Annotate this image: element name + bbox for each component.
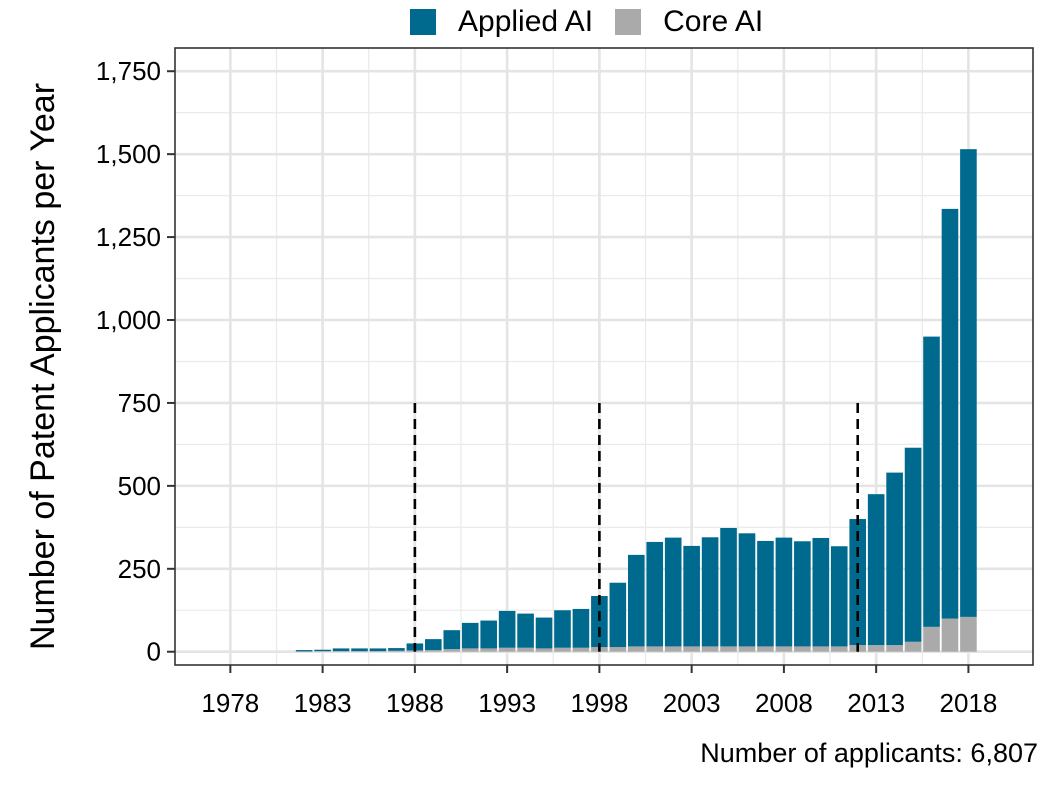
bar-core-ai-1994 — [517, 647, 534, 652]
bar-core-ai-2013 — [867, 645, 885, 652]
bar-core-ai-1989 — [425, 650, 442, 652]
bar-applied-ai-2015 — [904, 447, 922, 642]
legend-item-core-ai: Core AI — [615, 5, 763, 39]
x-tick-label: 1978 — [201, 688, 259, 718]
bar-applied-ai-2002 — [664, 537, 682, 647]
bar-core-ai-1984 — [332, 651, 350, 652]
bar-core-ai-2001 — [646, 646, 664, 652]
bar-core-ai-2010 — [812, 646, 830, 652]
x-tick-label: 1983 — [294, 688, 352, 718]
bar-applied-ai-2003 — [683, 545, 700, 647]
bar-applied-ai-1989 — [425, 639, 442, 651]
legend-item-applied-ai: Applied AI — [410, 5, 593, 39]
bar-applied-ai-1992 — [480, 620, 497, 649]
y-tick-label: 500 — [118, 471, 161, 501]
x-tick-label: 1993 — [478, 688, 536, 718]
bar-applied-ai-1998 — [591, 596, 608, 648]
bar-applied-ai-2013 — [867, 494, 885, 646]
x-tick-label: 2003 — [663, 688, 721, 718]
bar-core-ai-1997 — [572, 647, 590, 652]
bar-core-ai-2002 — [664, 646, 682, 652]
bar-core-ai-1987 — [388, 650, 405, 652]
legend-label-core-ai: Core AI — [663, 5, 764, 38]
x-tick-label: 1988 — [386, 688, 444, 718]
applicants-caption: Number of applicants: 6,807 — [700, 738, 1038, 768]
x-tick-label: 2008 — [755, 688, 813, 718]
bar-applied-ai-2000 — [627, 554, 645, 647]
x-tick-label: 2018 — [939, 688, 997, 718]
legend: Applied AI Core AI — [410, 2, 785, 42]
bar-core-ai-2007 — [757, 646, 774, 652]
bar-applied-ai-2016 — [923, 336, 940, 627]
bar-core-ai-1992 — [480, 648, 497, 652]
bar-core-ai-2016 — [923, 626, 940, 652]
bar-applied-ai-1996 — [554, 610, 571, 648]
y-tick-label: 1,500 — [96, 139, 161, 169]
legend-swatch-core-ai — [615, 9, 642, 35]
y-tick-label: 0 — [147, 637, 161, 667]
bar-applied-ai-1991 — [461, 622, 479, 649]
bar-applied-ai-1995 — [535, 617, 553, 649]
bar-applied-ai-2017 — [941, 208, 959, 619]
plot-panel-border — [174, 47, 1034, 666]
bar-applied-ai-1982 — [295, 650, 313, 652]
y-tick-label: 1,250 — [96, 222, 161, 252]
bar-core-ai-1999 — [609, 647, 627, 652]
bar-core-ai-2005 — [720, 646, 737, 652]
bar-core-ai-1996 — [554, 647, 571, 652]
bar-core-ai-2017 — [941, 618, 959, 652]
bar-applied-ai-1984 — [332, 648, 350, 652]
bar-applied-ai-1999 — [609, 582, 627, 648]
bar-core-ai-1993 — [498, 647, 516, 652]
bar-applied-ai-2007 — [757, 540, 774, 647]
bar-core-ai-2015 — [904, 641, 922, 652]
bar-core-ai-2008 — [775, 646, 793, 652]
bar-core-ai-2009 — [794, 646, 811, 652]
x-tick-label: 1998 — [570, 688, 628, 718]
bar-applied-ai-1986 — [369, 648, 387, 652]
bar-applied-ai-1987 — [388, 648, 405, 651]
bar-applied-ai-1993 — [498, 610, 516, 648]
legend-label-applied-ai: Applied AI — [458, 5, 594, 38]
bar-core-ai-1995 — [535, 648, 553, 652]
bar-applied-ai-1990 — [443, 630, 461, 650]
bar-core-ai-2006 — [738, 646, 756, 652]
bar-core-ai-1985 — [351, 651, 368, 652]
bar-applied-ai-1985 — [351, 648, 368, 652]
bar-applied-ai-2005 — [720, 527, 737, 647]
bar-core-ai-2014 — [886, 645, 903, 652]
y-tick-label: 1,750 — [96, 56, 161, 86]
bar-applied-ai-2009 — [794, 541, 811, 647]
bar-applied-ai-2008 — [775, 537, 793, 647]
bar-core-ai-1991 — [461, 648, 479, 652]
bar-core-ai-2004 — [701, 646, 719, 652]
y-tick-label: 250 — [118, 554, 161, 584]
bar-core-ai-2011 — [830, 646, 848, 652]
bar-applied-ai-1997 — [572, 608, 590, 648]
bar-applied-ai-2001 — [646, 541, 664, 647]
bar-applied-ai-2014 — [886, 472, 903, 646]
bar-core-ai-2003 — [683, 646, 700, 652]
y-tick-label: 1,000 — [96, 305, 161, 335]
bar-applied-ai-2018 — [960, 149, 977, 617]
bar-applied-ai-2011 — [830, 546, 848, 647]
bar-core-ai-1986 — [369, 651, 387, 652]
x-tick-label: 2013 — [847, 688, 905, 718]
bar-applied-ai-1994 — [517, 613, 534, 648]
bar-applied-ai-2004 — [701, 537, 719, 647]
legend-swatch-applied-ai — [410, 9, 436, 35]
bar-core-ai-2000 — [627, 646, 645, 652]
y-axis-title: Number of Patent Applicants per Year — [24, 83, 62, 650]
bar-applied-ai-1983 — [314, 649, 331, 652]
bar-core-ai-1990 — [443, 649, 461, 652]
bar-applied-ai-2006 — [738, 533, 756, 647]
y-tick-label: 750 — [118, 388, 161, 418]
bar-core-ai-1983 — [314, 651, 331, 652]
bar-core-ai-2018 — [960, 616, 977, 652]
bar-applied-ai-2010 — [812, 537, 830, 647]
